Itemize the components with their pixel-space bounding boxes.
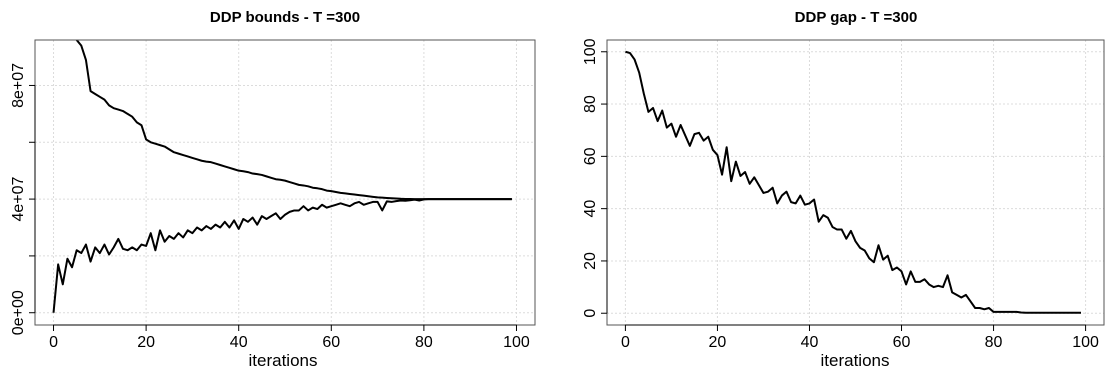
bounds-series-line-1 — [75, 40, 512, 201]
y-tick-label: 0e+00 — [10, 290, 27, 335]
x-tick-label: 20 — [137, 334, 155, 351]
plot-frame — [34, 39, 536, 326]
x-axis-label: iterations — [249, 351, 318, 370]
y-tick-label: 20 — [582, 252, 599, 270]
gap-series-line-1 — [625, 50, 1081, 314]
x-tick-label: 60 — [322, 334, 340, 351]
y-tick-label: 100 — [582, 38, 599, 65]
x-tick-label: 0 — [621, 334, 630, 351]
x-tick-label: 100 — [503, 334, 530, 351]
y-tick-label: 0 — [582, 309, 599, 318]
plot-frame — [606, 39, 1105, 326]
y-tick-label: 60 — [582, 147, 599, 165]
x-tick-label: 40 — [801, 334, 819, 351]
x-tick-label: 40 — [230, 334, 248, 351]
x-tick-label: 80 — [985, 334, 1003, 351]
x-tick-label: 80 — [415, 334, 433, 351]
x-tick-label: 60 — [893, 334, 911, 351]
bounds-chart-title: DDP bounds - T =300 — [210, 9, 360, 26]
x-tick-label: 100 — [1072, 334, 1099, 351]
y-tick-label: 80 — [582, 95, 599, 113]
bounds-chart-panel: 0 20 40 60 80 100 0e+00 4e+07 8e+07 DDP bounds - … — [10, 9, 536, 370]
y-tick-label: 8e+07 — [10, 63, 27, 108]
y-tick-label: 4e+07 — [10, 177, 27, 222]
x-axis-label: iterations — [821, 351, 890, 370]
bounds-series-line-2 — [52, 198, 512, 313]
x-tick-label: 0 — [49, 334, 58, 351]
gap-chart-title: DDP gap - T =300 — [795, 9, 918, 26]
x-tick-label: 20 — [709, 334, 727, 351]
gap-chart-panel: 0 20 40 60 80 100 0 20 40 60 80 100 DDP gap - T =300… — [582, 9, 1105, 370]
y-tick-label: 40 — [582, 200, 599, 218]
